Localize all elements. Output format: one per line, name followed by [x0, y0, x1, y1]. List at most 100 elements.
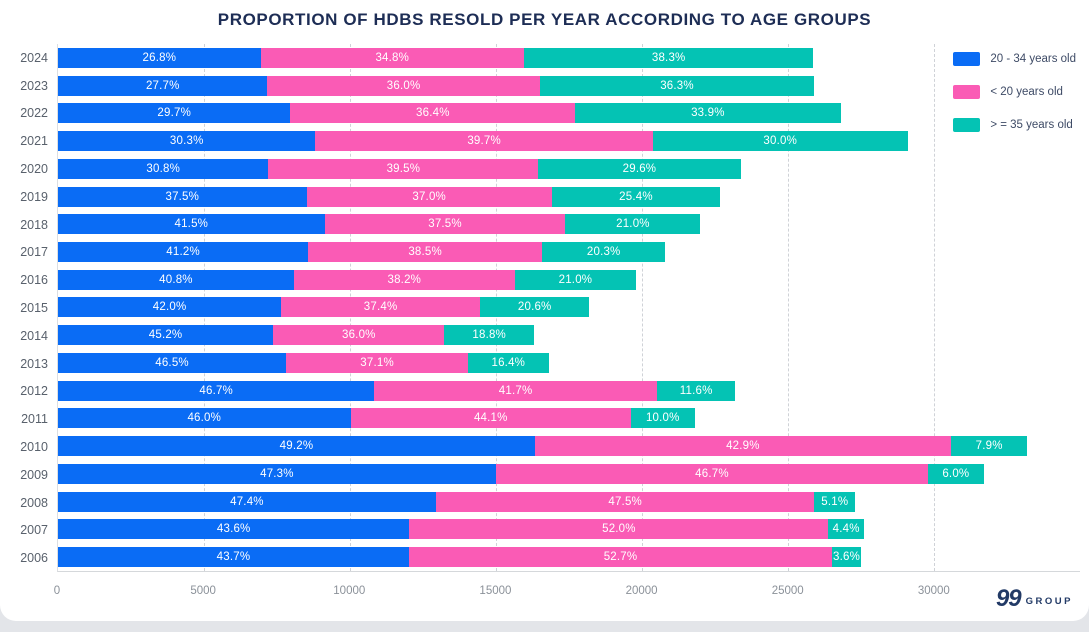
bar-segment-2024-35-years-old: 38.3% [523, 47, 814, 68]
bar-segment-2011-20-years-old: 44.1% [350, 408, 631, 429]
segment-value-label: 30.8% [146, 162, 181, 175]
year-label-2020: 2020 [20, 162, 48, 177]
bar-segment-2012-20-34-years-old: 46.7% [58, 380, 375, 401]
segment-value-label: 21.0% [558, 273, 593, 286]
stacked-bar-2017: 41.2% 38.5% 20.3% [58, 242, 666, 262]
bar-row-2015: 42.0% 37.4% 20.6% [58, 294, 1080, 322]
stacked-bar-2006: 43.7% 52.7% 3.6% [58, 547, 861, 568]
brand-logo: 99 GROUP [996, 585, 1073, 613]
bar-row-2018: 41.5% 37.5% 21.0% [58, 210, 1080, 238]
bar-segment-2020-20-years-old: 39.5% [268, 158, 539, 179]
bar-segment-2017-35-years-old: 20.3% [542, 242, 666, 262]
legend-swatch [953, 85, 981, 99]
bar-segment-2012-35-years-old: 11.6% [656, 380, 736, 401]
segment-value-label: 46.7% [695, 467, 729, 480]
legend-item-1: < 20 years old [953, 85, 1076, 99]
x-tick-label-20000: 20000 [625, 585, 658, 597]
segment-value-label: 41.5% [174, 218, 209, 231]
bar-row-2006: 43.7% 52.7% 3.6% [58, 543, 1080, 571]
bar-segment-2010-20-years-old: 42.9% [534, 436, 951, 457]
stacked-bar-2007: 43.6% 52.0% 4.4% [58, 519, 864, 540]
bar-segment-2020-20-34-years-old: 30.8% [58, 158, 269, 179]
segment-value-label: 5.1% [821, 495, 849, 508]
segment-value-label: 29.7% [157, 107, 191, 120]
segment-value-label: 45.2% [148, 329, 183, 342]
x-axis: 0 5000 10000 15000 20000 25000 30000 [54, 576, 1080, 606]
segment-value-label: 41.2% [166, 246, 200, 258]
year-label-2019: 2019 [20, 189, 48, 204]
bar-segment-2010-20-34-years-old: 49.2% [58, 436, 535, 457]
segment-value-label: 27.7% [145, 79, 180, 92]
bar-segment-2016-35-years-old: 21.0% [514, 269, 637, 290]
bar-segment-2023-20-34-years-old: 27.7% [58, 75, 268, 96]
gridline-25000 [788, 44, 789, 571]
bar-segment-2013-20-34-years-old: 46.5% [58, 352, 287, 373]
stacked-bar-2016: 40.8% 38.2% 21.0% [58, 269, 637, 290]
x-tick-label-10000: 10000 [333, 585, 366, 597]
stacked-bar-2021: 30.3% 39.7% 30.0% [58, 131, 908, 152]
bar-segment-2009-20-34-years-old: 47.3% [58, 463, 496, 484]
stacked-bar-2013: 46.5% 37.1% 16.4% [58, 352, 549, 373]
bar-segment-2019-20-years-old: 37.0% [306, 186, 552, 207]
segment-value-label: 38.5% [408, 246, 442, 258]
stacked-bar-2011: 46.0% 44.1% 10.0% [58, 408, 695, 429]
bar-segment-2023-35-years-old: 36.3% [539, 75, 815, 96]
bar-segment-2009-20-years-old: 46.7% [495, 463, 929, 484]
segment-value-label: 52.0% [602, 523, 636, 536]
segment-value-label: 47.4% [230, 495, 264, 508]
segment-value-label: 37.5% [428, 218, 462, 231]
segment-value-label: 30.0% [763, 135, 798, 148]
segment-value-label: 36.0% [386, 79, 421, 92]
year-label-2009: 2009 [20, 467, 48, 482]
legend-label: > = 35 years old [990, 119, 1073, 131]
bar-segment-2024-20-34-years-old: 26.8% [58, 47, 261, 68]
segment-value-label: 30.3% [169, 135, 204, 148]
segment-value-label: 39.5% [386, 162, 421, 175]
chart-title: PROPORTION OF HDBS RESOLD PER YEAR ACCOR… [217, 10, 872, 29]
year-label-2015: 2015 [20, 301, 48, 316]
bar-row-2016: 40.8% 38.2% 21.0% [58, 266, 1080, 294]
stacked-bar-2008: 47.4% 47.5% 5.1% [58, 491, 856, 512]
stacked-bar-2018: 41.5% 37.5% 21.0% [58, 214, 701, 235]
year-label-2013: 2013 [20, 356, 48, 371]
x-tick-label-5000: 5000 [190, 585, 216, 597]
segment-value-label: 18.8% [472, 329, 506, 342]
bar-segment-2015-35-years-old: 20.6% [479, 297, 590, 318]
x-tick-label-30000: 30000 [917, 585, 950, 597]
bar-row-2009: 47.3% 46.7% 6.0% [58, 460, 1080, 488]
bar-segment-2007-20-34-years-old: 43.6% [58, 519, 410, 540]
year-label-2010: 2010 [20, 440, 48, 455]
legend-swatch [953, 52, 981, 66]
segment-value-label: 20.6% [517, 301, 552, 314]
segment-value-label: 33.9% [691, 107, 725, 120]
segment-value-label: 44.1% [473, 412, 508, 425]
segment-value-label: 38.3% [651, 51, 686, 64]
bar-row-2010: 49.2% 42.9% 7.9% [58, 432, 1080, 460]
segment-value-label: 6.0% [942, 467, 970, 480]
bar-row-2012: 46.7% 41.7% 11.6% [58, 377, 1080, 405]
bar-segment-2006-20-34-years-old: 43.7% [58, 547, 409, 568]
bar-segment-2014-20-years-old: 36.0% [273, 325, 445, 346]
x-tick-label-25000: 25000 [771, 585, 804, 597]
bar-row-2014: 45.2% 36.0% 18.8% [58, 321, 1080, 349]
bar-segment-2020-35-years-old: 29.6% [538, 158, 741, 179]
bar-rows-layer: 26.8% 34.8% 38.3% 27.7% 36.0% 36.3% 29.7% 36.4%… [58, 44, 1080, 571]
segment-value-label: 46.7% [199, 384, 233, 397]
segment-value-label: 47.5% [608, 495, 642, 508]
bar-segment-2013-20-years-old: 37.1% [286, 352, 469, 373]
bar-segment-2018-20-years-old: 37.5% [324, 214, 566, 235]
segment-value-label: 49.2% [279, 440, 314, 453]
bar-segment-2016-20-34-years-old: 40.8% [58, 269, 294, 290]
bar-segment-2006-35-years-old: 3.6% [832, 547, 861, 568]
segment-value-label: 20.3% [586, 246, 621, 258]
year-label-2023: 2023 [20, 78, 48, 93]
stacked-bar-2009: 47.3% 46.7% 6.0% [58, 463, 984, 484]
bar-segment-2013-35-years-old: 16.4% [468, 352, 549, 373]
stacked-bar-2023: 27.7% 36.0% 36.3% [58, 75, 815, 96]
bar-row-2020: 30.8% 39.5% 29.6% [58, 155, 1080, 183]
segment-value-label: 36.3% [660, 79, 694, 92]
legend-item-0: 20 - 34 years old [953, 52, 1076, 66]
legend-swatch [953, 118, 981, 132]
legend-label: 20 - 34 years old [990, 53, 1076, 65]
segment-value-label: 10.0% [645, 412, 680, 425]
